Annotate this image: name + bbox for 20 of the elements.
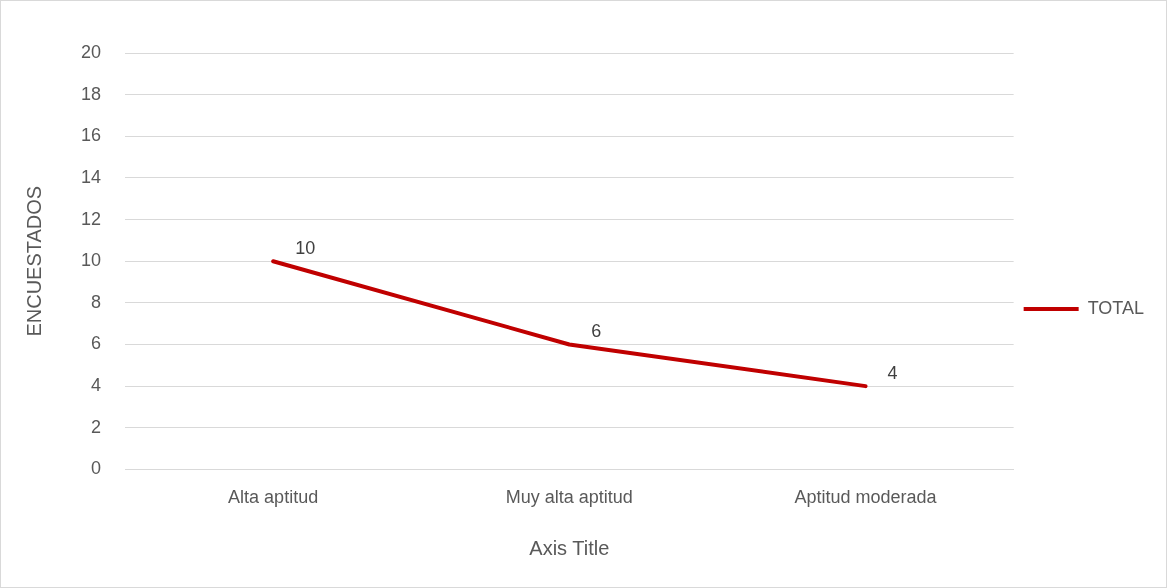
- y-tick-label: 6: [91, 333, 102, 354]
- y-tick-label: 14: [80, 166, 102, 187]
- y-tick-label: 18: [80, 83, 102, 104]
- y-tick-label: 8: [91, 291, 102, 312]
- x-axis-title: Axis Title: [529, 536, 610, 559]
- y-tick-label: 12: [80, 208, 102, 229]
- y-tick-label: 16: [80, 125, 102, 146]
- y-axis-title: ENCUESTADOS: [22, 185, 45, 337]
- y-tick-label: 10: [80, 250, 102, 271]
- data-label: 10: [295, 238, 316, 259]
- x-tick-label: Aptitud moderada: [794, 487, 938, 508]
- legend-label: TOTAL: [1087, 297, 1145, 318]
- y-tick-label: 2: [91, 416, 102, 437]
- x-tick-label: Muy alta aptitud: [505, 487, 633, 508]
- data-label: 4: [887, 363, 898, 384]
- y-tick-label: 0: [91, 458, 102, 479]
- data-label: 6: [591, 321, 602, 342]
- y-tick-label: 4: [91, 375, 102, 396]
- y-tick-label: 20: [80, 41, 102, 62]
- x-tick-label: Alta aptitud: [228, 487, 319, 508]
